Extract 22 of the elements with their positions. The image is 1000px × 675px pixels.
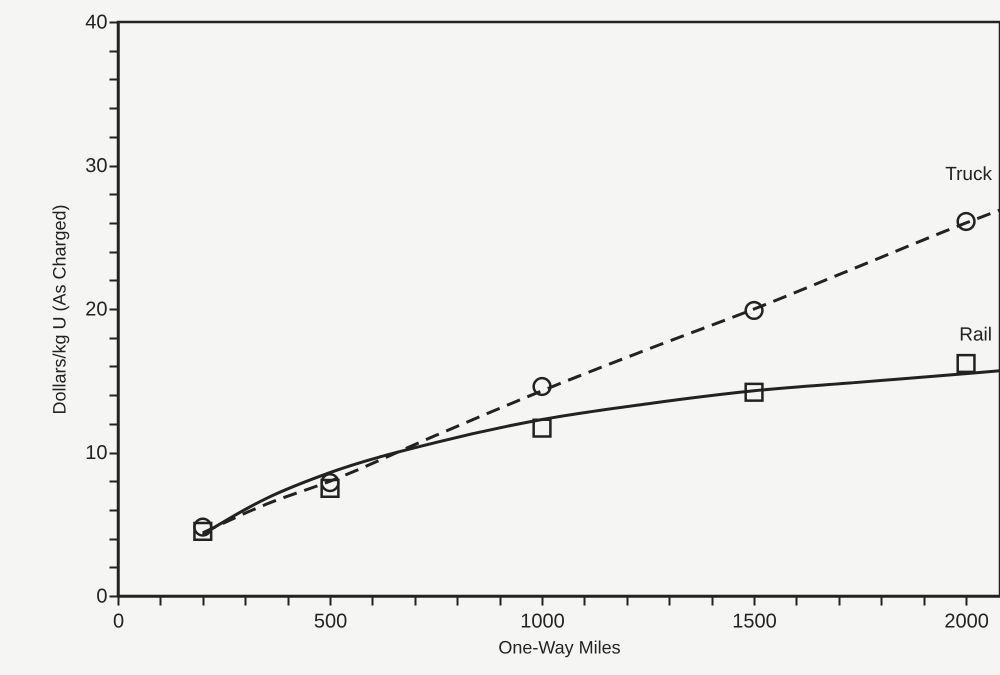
y-tick-label: 20 <box>85 298 108 320</box>
series-label: Rail <box>959 324 992 346</box>
y-tick-label: 10 <box>85 442 108 464</box>
point <box>532 418 552 438</box>
point <box>956 354 976 374</box>
x-tick-label: 1500 <box>732 610 777 632</box>
x-tick-label: 2000 <box>944 610 989 632</box>
y-tick-label: 30 <box>85 155 108 177</box>
x-tick-label: 1000 <box>520 610 565 632</box>
y-tick-label: 40 <box>85 12 108 34</box>
x-tick-label: 0 <box>112 610 124 632</box>
point <box>956 212 976 232</box>
point <box>193 522 212 542</box>
point <box>744 300 764 320</box>
series-label: Truck <box>945 164 992 185</box>
point <box>320 478 340 498</box>
x-axis-title: One-Way Miles <box>498 638 621 658</box>
y-axis-title: Dollars/kg U (As Charged) <box>49 204 70 415</box>
point <box>532 376 552 396</box>
y-tick-label: 0 <box>96 586 108 608</box>
point <box>744 382 764 402</box>
x-tick-label: 500 <box>314 610 348 632</box>
